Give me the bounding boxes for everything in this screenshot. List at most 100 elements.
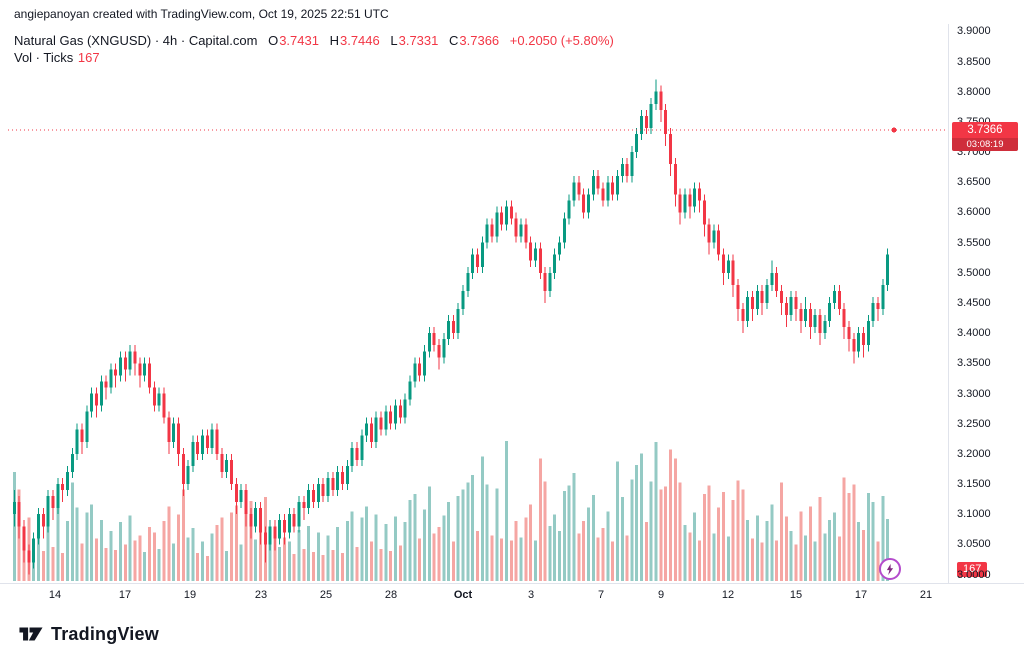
candle-body [659, 91, 663, 110]
price-axis-label: 3.5000 [957, 266, 991, 279]
candle-body [27, 550, 31, 563]
volume-bar [577, 533, 581, 581]
volume-bar [80, 543, 84, 581]
volume-bar [51, 546, 55, 581]
candle-body [418, 363, 422, 376]
tradingview-logo-icon [19, 627, 43, 641]
candle-body [722, 254, 726, 273]
candle-body [804, 309, 808, 322]
candle-body [287, 514, 291, 533]
candle-body [340, 471, 344, 485]
candle-body [775, 272, 779, 291]
volume-bar [254, 539, 258, 581]
candle-body [191, 441, 195, 466]
volume-bar [538, 458, 542, 581]
volume-bar [389, 550, 393, 581]
price-axis-label: 3.5500 [957, 236, 991, 249]
volume-bar [46, 523, 50, 581]
volume-bar [394, 516, 398, 581]
candle-body [779, 290, 783, 303]
volume-bar [794, 544, 798, 581]
candle-body [51, 496, 55, 509]
price-axis-label: 3.6000 [957, 206, 991, 219]
symbol-title[interactable]: Natural Gas (XNGUSD) · 4h · Capital.com [14, 33, 258, 48]
volume-bar [722, 491, 726, 581]
volume-bar [365, 506, 369, 581]
volume-bar [697, 540, 701, 581]
candle-body [384, 411, 388, 430]
candle-body [61, 484, 65, 491]
volume-bar [755, 515, 759, 581]
price-axis[interactable]: 3.7366 03:08:19 167 3.9000 3.8500 3.8000 3.… [949, 0, 1024, 583]
volume-bar [644, 521, 648, 581]
volume-bar [61, 553, 65, 581]
last-price-value: 3.7366 [967, 124, 1003, 136]
candle-body [567, 200, 571, 219]
volume-bar [673, 458, 677, 581]
candle-body [596, 176, 600, 189]
candlestick-chart[interactable] [0, 0, 946, 583]
candle-body [447, 321, 451, 340]
volume-bar [181, 489, 185, 581]
volume-bar [133, 540, 137, 581]
volume-bar [326, 535, 330, 581]
volume-bar [678, 482, 682, 581]
volume-bar [75, 507, 79, 581]
candle-body [162, 393, 166, 418]
volume-indicator-label[interactable]: Vol · Ticks [14, 50, 74, 65]
candle-body [553, 254, 557, 273]
candle-body [70, 453, 74, 472]
volume-bar [591, 494, 595, 581]
candle-body [230, 459, 233, 485]
candle-body [591, 176, 595, 195]
candle-body [46, 496, 50, 527]
volume-bar [360, 517, 364, 581]
volume-bar [480, 456, 484, 581]
candle-body [181, 453, 185, 485]
volume-bar [495, 488, 499, 581]
candle-body [770, 272, 774, 285]
volume-bar [543, 481, 547, 581]
candle-body [789, 296, 793, 316]
candle-body [32, 538, 36, 563]
time-axis-label: 3 [527, 589, 535, 601]
volume-bar [283, 537, 287, 581]
candle-body [466, 272, 470, 291]
candle-body [495, 212, 499, 237]
candle-body [123, 357, 127, 370]
time-axis-label: 7 [597, 589, 605, 601]
price-axis-label: 3.3000 [957, 387, 991, 400]
candle-body [65, 471, 69, 491]
time-axis-label: 14 [48, 589, 62, 601]
time-axis[interactable]: 14 17 19 23 25 28 Oct 3 7 9 12 15 17 21 [0, 584, 948, 610]
volume-bar [379, 548, 383, 581]
volume-bar [104, 547, 108, 581]
low-value: 3.7331 [398, 33, 439, 48]
candle-body [239, 490, 243, 503]
candle-body [726, 260, 730, 273]
candle-body [461, 290, 465, 310]
volume-bar [461, 489, 465, 581]
volume-bar [70, 482, 74, 581]
volume-bar [268, 542, 272, 581]
candle-body [263, 532, 267, 545]
volume-bar [41, 550, 45, 581]
candle-body [746, 296, 750, 322]
volume-bar [765, 520, 769, 581]
candle-body [220, 453, 224, 472]
candle-body [408, 381, 412, 400]
volume-bar [340, 553, 344, 581]
volume-bar [384, 523, 388, 581]
volume-bar [760, 542, 764, 581]
candle-body [538, 248, 542, 273]
tradingview-logo[interactable]: TradingView [18, 621, 159, 647]
price-axis-label: 3.1500 [957, 478, 991, 490]
candle-body [615, 176, 619, 195]
volume-bar [119, 521, 123, 581]
candle-body [350, 447, 354, 466]
chart-area[interactable]: Natural Gas (XNGUSD) · 4h · Capital.com … [0, 0, 946, 583]
lightning-icon[interactable] [879, 558, 901, 580]
volume-bar [451, 541, 455, 581]
candle-body [712, 230, 716, 243]
volume-bar [504, 441, 508, 581]
